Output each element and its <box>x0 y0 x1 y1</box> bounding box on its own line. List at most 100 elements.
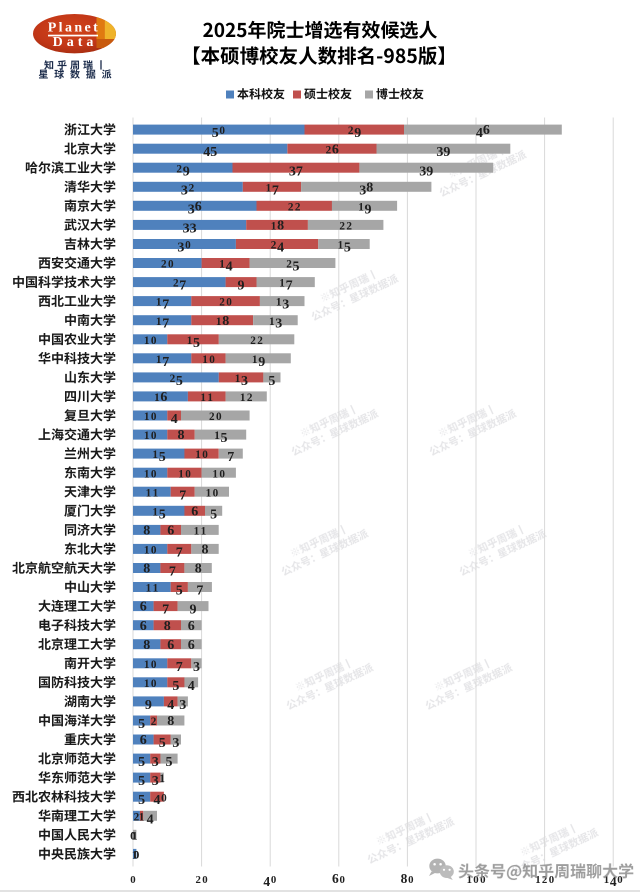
svg-text:1: 1 <box>214 430 220 442</box>
svg-text:3: 3 <box>275 317 282 332</box>
svg-text:3: 3 <box>282 298 289 313</box>
svg-text:8: 8 <box>195 562 202 577</box>
svg-text:1: 1 <box>187 335 193 347</box>
svg-text:1: 1 <box>269 316 275 328</box>
svg-text:2: 2 <box>161 259 167 271</box>
svg-text:5: 5 <box>193 336 200 351</box>
svg-text:8: 8 <box>143 562 150 577</box>
svg-text:2: 2 <box>286 259 292 271</box>
svg-text:0: 0 <box>185 240 191 252</box>
svg-text:1: 1 <box>156 316 162 328</box>
svg-text:4: 4 <box>226 260 233 275</box>
svg-text:2: 2 <box>271 240 277 252</box>
svg-text:0: 0 <box>151 335 157 347</box>
svg-text:6: 6 <box>195 199 202 214</box>
svg-text:0: 0 <box>130 830 136 842</box>
svg-text:2: 2 <box>295 201 301 213</box>
svg-text:0: 0 <box>130 830 136 842</box>
svg-text:0: 0 <box>151 678 157 690</box>
svg-text:1: 1 <box>159 773 165 785</box>
svg-text:1: 1 <box>219 259 225 271</box>
svg-text:5: 5 <box>221 431 228 446</box>
svg-text:0: 0 <box>151 430 157 442</box>
svg-text:1: 1 <box>206 487 212 499</box>
svg-text:4: 4 <box>203 145 210 160</box>
svg-text:5: 5 <box>138 755 145 770</box>
svg-text:6: 6 <box>140 600 147 615</box>
svg-text:5: 5 <box>210 145 217 160</box>
svg-text:3: 3 <box>188 202 195 217</box>
svg-text:2: 2 <box>250 335 256 347</box>
svg-text:7: 7 <box>162 355 169 370</box>
svg-text:7: 7 <box>162 298 169 313</box>
svg-text:1: 1 <box>153 487 159 499</box>
svg-text:6: 6 <box>140 733 147 748</box>
svg-text:1: 1 <box>212 468 218 480</box>
svg-text:4: 4 <box>476 126 483 141</box>
svg-text:0: 0 <box>408 874 413 886</box>
svg-text:0: 0 <box>202 449 208 461</box>
svg-text:2: 2 <box>288 201 294 213</box>
svg-text:1: 1 <box>144 468 150 480</box>
svg-text:2: 2 <box>257 335 263 347</box>
svg-text:4: 4 <box>610 874 617 889</box>
svg-text:0: 0 <box>161 792 167 804</box>
svg-text:2: 2 <box>542 874 547 886</box>
svg-text:7: 7 <box>196 584 203 599</box>
svg-text:7: 7 <box>286 279 293 294</box>
svg-text:8: 8 <box>143 524 150 539</box>
svg-text:0: 0 <box>151 411 157 423</box>
svg-text:2: 2 <box>176 163 182 175</box>
svg-text:0: 0 <box>151 468 157 480</box>
svg-text:5: 5 <box>344 241 351 256</box>
svg-text:9: 9 <box>365 202 372 217</box>
svg-text:8: 8 <box>277 219 284 234</box>
svg-text:1: 1 <box>276 297 282 309</box>
svg-text:5: 5 <box>176 584 183 599</box>
svg-text:5: 5 <box>138 793 145 808</box>
svg-text:1: 1 <box>139 811 145 823</box>
svg-text:1: 1 <box>152 449 158 461</box>
svg-text:0: 0 <box>480 874 485 886</box>
svg-text:3: 3 <box>177 241 184 256</box>
svg-text:2: 2 <box>348 125 354 137</box>
svg-text:8: 8 <box>143 638 150 653</box>
svg-text:1: 1 <box>144 678 150 690</box>
svg-text:3: 3 <box>179 698 186 713</box>
svg-text:7: 7 <box>162 317 169 332</box>
svg-text:4: 4 <box>277 241 284 256</box>
svg-text:9: 9 <box>238 279 245 294</box>
svg-text:1: 1 <box>144 659 150 671</box>
svg-text:4: 4 <box>167 698 174 713</box>
svg-text:1: 1 <box>156 297 162 309</box>
svg-text:4: 4 <box>263 874 270 889</box>
svg-text:1: 1 <box>235 373 241 385</box>
svg-text:2: 2 <box>134 811 140 823</box>
svg-text:6: 6 <box>483 123 490 138</box>
svg-text:1: 1 <box>200 392 206 404</box>
svg-text:5: 5 <box>138 717 145 732</box>
svg-text:1: 1 <box>146 583 152 595</box>
svg-text:0: 0 <box>151 659 157 671</box>
svg-text:5: 5 <box>159 736 166 751</box>
svg-text:2: 2 <box>189 182 195 194</box>
svg-text:7: 7 <box>169 565 176 580</box>
svg-text:8: 8 <box>167 714 174 729</box>
svg-text:2: 2 <box>151 716 157 728</box>
svg-text:1: 1 <box>153 583 159 595</box>
svg-text:1: 1 <box>358 201 364 213</box>
svg-text:0: 0 <box>226 297 232 309</box>
svg-text:8: 8 <box>401 871 408 886</box>
svg-text:9: 9 <box>443 145 450 160</box>
svg-text:Planet: Planet <box>48 21 101 36</box>
svg-text:4: 4 <box>188 679 195 694</box>
svg-text:3: 3 <box>289 164 296 179</box>
svg-text:3: 3 <box>359 183 366 198</box>
svg-text:7: 7 <box>162 603 169 618</box>
svg-text:7: 7 <box>227 450 234 465</box>
svg-text:2: 2 <box>346 221 352 233</box>
svg-text:0: 0 <box>213 487 219 499</box>
svg-text:0: 0 <box>617 874 622 886</box>
svg-text:0: 0 <box>216 411 222 423</box>
svg-text:1: 1 <box>535 874 540 886</box>
